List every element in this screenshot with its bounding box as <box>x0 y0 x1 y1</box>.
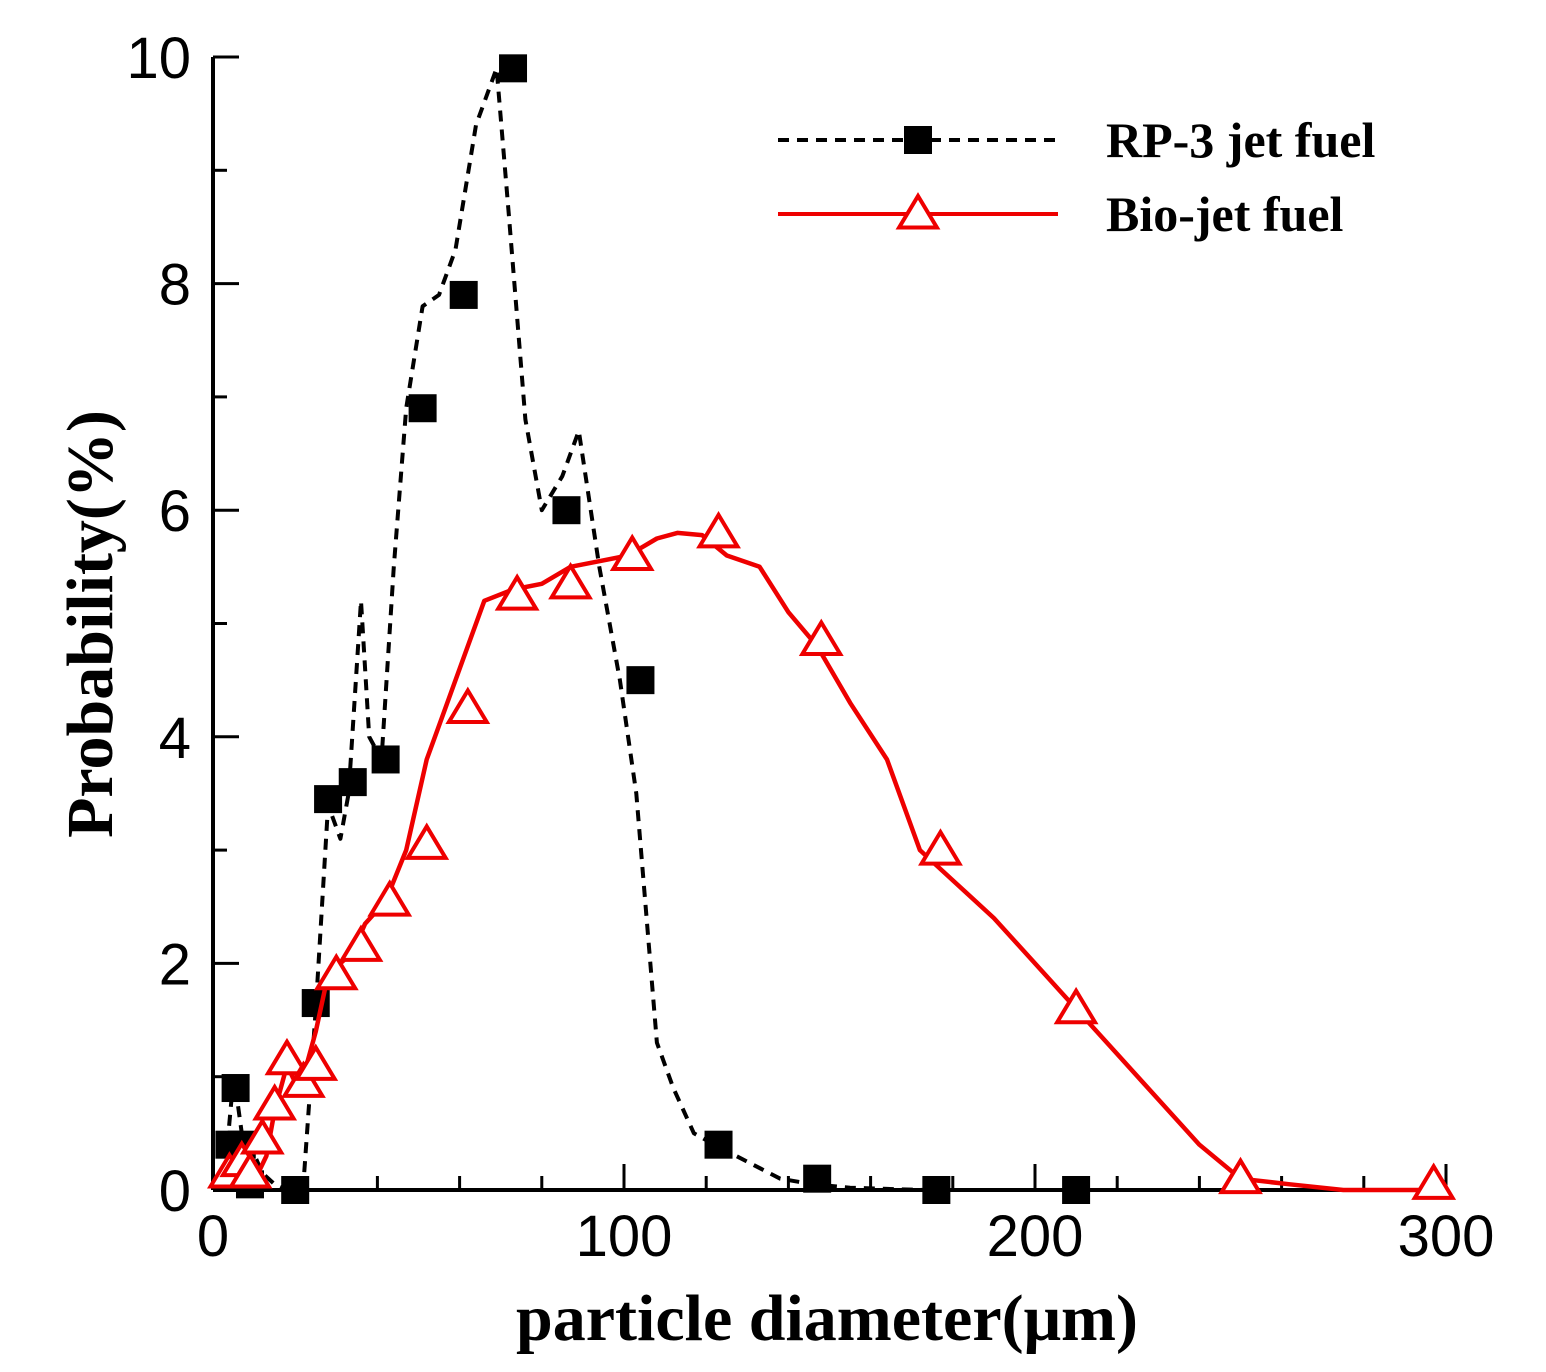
data-point-bio-jet-fuel <box>252 1083 298 1121</box>
data-point-bio-jet-fuel <box>338 924 384 962</box>
legend-item-rp-3-jet-fuel: RP-3 jet fuel <box>778 112 1375 168</box>
x-tick-label: 300 <box>1398 1204 1495 1269</box>
legend: RP-3 jet fuel Bio-jet fuel <box>778 112 1375 242</box>
series-line-rp-3-jet-fuel <box>225 66 1434 1192</box>
x-axis-title: particle diameter(μm) <box>516 1282 1138 1355</box>
data-point-bio-jet-fuel <box>918 828 963 866</box>
data-point-bio-jet-fuel <box>313 952 359 991</box>
data-point-bio-jet-fuel <box>239 1117 285 1155</box>
legend-marker-rp-3-jet-fuel <box>904 126 932 154</box>
data-point-bio-jet-fuel <box>1411 1162 1457 1200</box>
data-point-rp-3-jet-fuel <box>338 768 367 797</box>
y-tick-label: 4 <box>159 706 191 771</box>
data-point-rp-3-jet-fuel <box>221 1074 250 1103</box>
data-point-bio-jet-fuel <box>404 822 450 860</box>
y-tick-label: 6 <box>159 479 191 544</box>
data-point-rp-3-jet-fuel <box>408 394 437 423</box>
data-point-bio-jet-fuel <box>1218 1156 1263 1195</box>
data-point-rp-3-jet-fuel <box>704 1130 733 1159</box>
x-tick-label: 0 <box>197 1204 229 1269</box>
data-point-rp-3-jet-fuel <box>803 1164 832 1193</box>
data-point-bio-jet-fuel <box>367 879 413 917</box>
y-tick-label: 10 <box>126 26 191 91</box>
series-line-bio-jet-fuel <box>223 530 1438 1193</box>
x-tick-label: 100 <box>576 1204 673 1269</box>
data-point-rp-3-jet-fuel <box>314 785 343 814</box>
data-point-rp-3-jet-fuel <box>922 1176 951 1204</box>
axes: 0 100 200 300 0 2 4 6 8 10 <box>126 26 1494 1269</box>
series-layer <box>207 54 1457 1204</box>
data-point-rp-3-jet-fuel <box>449 280 478 309</box>
data-point-bio-jet-fuel <box>227 1151 273 1189</box>
data-point-rp-3-jet-fuel <box>371 745 400 774</box>
data-point-bio-jet-fuel <box>696 510 741 549</box>
data-point-bio-jet-fuel <box>609 533 655 572</box>
data-point-rp-3-jet-fuel <box>499 54 528 83</box>
y-tick-label: 8 <box>159 253 191 318</box>
legend-item-bio-jet-fuel: Bio-jet fuel <box>778 186 1344 242</box>
y-axis-title: Probability(%) <box>54 410 127 838</box>
data-point-rp-3-jet-fuel <box>1062 1176 1091 1204</box>
series-bio-jet-fuel <box>207 510 1457 1200</box>
data-point-bio-jet-fuel <box>548 561 594 600</box>
data-point-bio-jet-fuel <box>494 573 540 611</box>
data-point-bio-jet-fuel <box>798 618 844 656</box>
legend-marker-bio-jet-fuel <box>895 192 941 230</box>
data-point-bio-jet-fuel <box>293 1043 339 1081</box>
legend-label-rp-3-jet-fuel: RP-3 jet fuel <box>1106 112 1375 168</box>
data-point-rp-3-jet-fuel <box>626 666 655 695</box>
y-tick-label: 2 <box>159 932 191 997</box>
legend-label-bio-jet-fuel: Bio-jet fuel <box>1106 186 1344 242</box>
data-point-bio-jet-fuel <box>1053 986 1099 1025</box>
data-point-bio-jet-fuel <box>264 1037 310 1076</box>
data-point-rp-3-jet-fuel <box>281 1176 310 1204</box>
x-tick-label: 200 <box>987 1204 1084 1269</box>
data-point-rp-3-jet-fuel <box>552 496 581 525</box>
data-point-bio-jet-fuel <box>445 686 491 724</box>
y-tick-label: 0 <box>159 1159 191 1224</box>
